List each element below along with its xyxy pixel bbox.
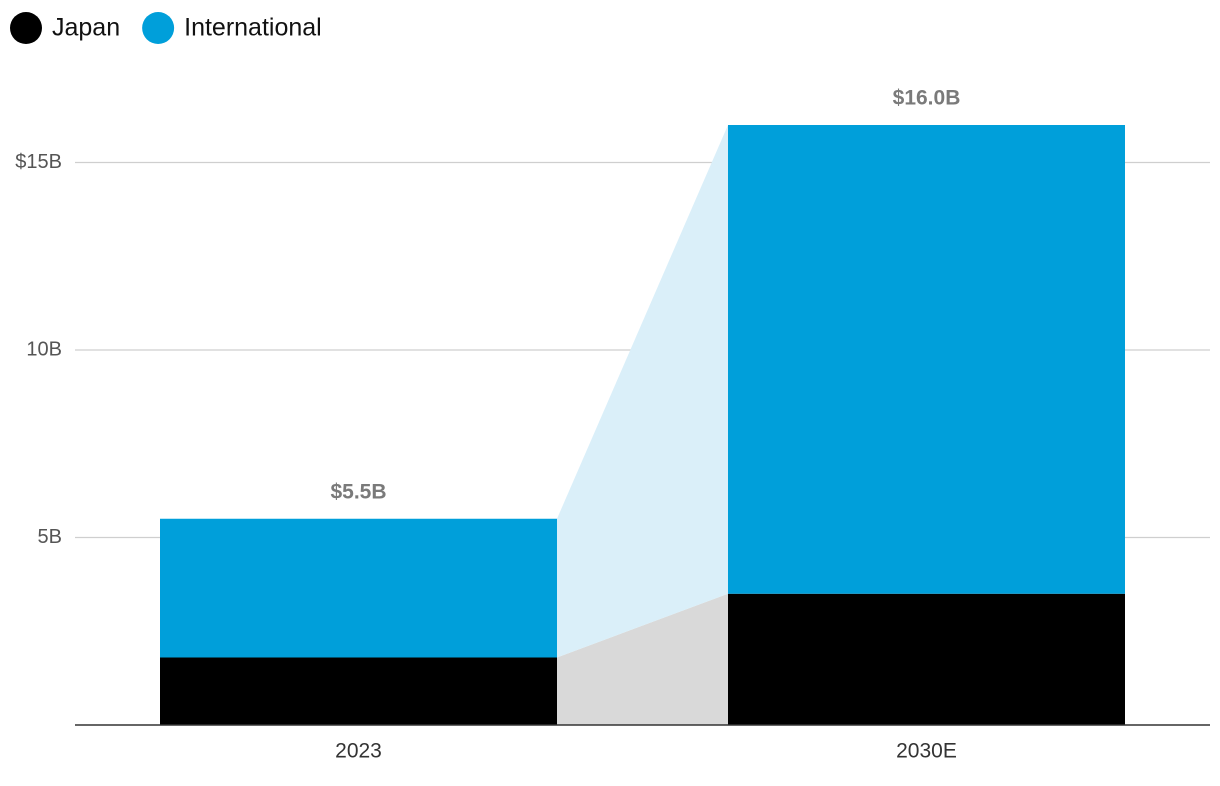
x-tick-label: 2023 <box>335 740 382 763</box>
x-tick-label: 2030E <box>896 740 957 763</box>
total-label: $5.5B <box>330 480 386 503</box>
y-tick-label: 10B <box>26 338 62 360</box>
legend-swatch <box>10 12 42 44</box>
bar-segment <box>728 593 1125 725</box>
bar-segment <box>728 125 1125 594</box>
bar-segment <box>160 518 557 658</box>
bar-segment <box>160 657 557 725</box>
y-tick-label: 5B <box>38 526 62 548</box>
total-label: $16.0B <box>893 87 961 110</box>
connector <box>557 125 728 658</box>
legend-swatch <box>142 12 175 44</box>
legend-label: Japan <box>52 14 120 42</box>
y-tick-label: $15B <box>15 151 62 173</box>
connector <box>557 593 728 725</box>
legend-label: International <box>184 14 322 42</box>
